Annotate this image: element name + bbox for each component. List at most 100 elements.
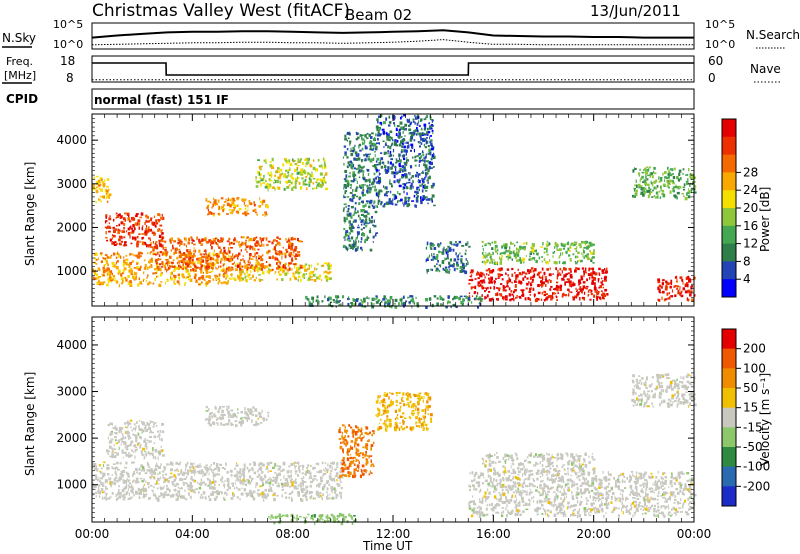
echo-cell [285, 182, 288, 184]
echo-cell [559, 289, 562, 292]
echo-cell [217, 275, 219, 279]
echo-cell [585, 287, 587, 289]
echo-cell [369, 183, 371, 187]
echo-cell [446, 253, 449, 258]
echo-cell [353, 176, 355, 179]
echo-cell [644, 187, 647, 191]
echo-cell [411, 145, 414, 149]
echo-cell [254, 237, 256, 240]
echo-cell [585, 246, 587, 250]
echo-cell [688, 188, 689, 191]
echo-cell [556, 244, 559, 247]
echo-cell [442, 248, 444, 252]
echo-cell [122, 222, 124, 224]
echo-cell [438, 250, 440, 254]
echo-cell [179, 487, 181, 490]
echo-cell [315, 492, 319, 496]
echo-cell [246, 266, 249, 269]
echo-cell [371, 305, 375, 309]
echo-cell [97, 267, 100, 271]
echo-cell [155, 259, 157, 262]
echo-cell [174, 251, 178, 254]
y-tick-label: 3000 [56, 177, 87, 191]
echo-cell [359, 184, 361, 188]
echo-cell [144, 232, 148, 236]
echo-cell [221, 491, 223, 495]
echo-cell [118, 229, 121, 232]
echo-cell [563, 267, 566, 271]
echo-cell [488, 274, 490, 276]
echo-cell [380, 189, 382, 193]
echo-cell [219, 250, 222, 254]
echo-cell [219, 265, 222, 268]
echo-cell [601, 269, 605, 273]
echo-cell [118, 496, 122, 499]
echo-cell [206, 206, 209, 210]
echo-cell [565, 250, 568, 254]
echo-cell [490, 276, 493, 280]
echo-cell [245, 245, 249, 249]
echo-cell [291, 245, 293, 248]
echo-cell [160, 476, 162, 480]
echo-cell [99, 177, 103, 181]
echo-cell [146, 216, 149, 219]
echo-cell [286, 272, 289, 274]
echo-cell [555, 267, 558, 271]
echo-cell [552, 292, 554, 296]
echo-cell [508, 255, 511, 257]
echo-cell [204, 483, 207, 486]
echo-cell [244, 243, 247, 246]
echo-cell [296, 171, 300, 175]
echo-cell [130, 253, 134, 256]
echo-cell [359, 217, 362, 221]
echo-cell [325, 468, 329, 472]
echo-cell [591, 282, 595, 285]
echo-cell [393, 175, 396, 178]
echo-cell [395, 133, 398, 136]
echo-cell [591, 242, 593, 246]
echo-cell [674, 186, 678, 189]
echo-cell [317, 182, 321, 185]
echo-cell [217, 244, 219, 248]
echo-cell [224, 272, 226, 276]
echo-cell [106, 200, 109, 203]
echo-cell [241, 236, 245, 239]
echo-cell [588, 289, 590, 293]
echo-cell [249, 481, 252, 485]
echo-cell [234, 474, 238, 478]
echo-cell [406, 118, 409, 122]
echo-cell [259, 263, 263, 267]
echo-cell [515, 274, 519, 278]
echo-cell [365, 203, 367, 207]
echo-cell [102, 269, 106, 274]
echo-cell [282, 246, 284, 249]
echo-cell [446, 248, 448, 251]
echo-cell [227, 199, 229, 202]
echo-cell [571, 242, 575, 246]
echo-cell [686, 282, 689, 285]
echo-cell [357, 214, 360, 218]
echo-cell [205, 258, 207, 263]
echo-cell [110, 279, 113, 282]
echo-cell [225, 268, 228, 270]
echo-cell [309, 496, 311, 499]
echo-cell [335, 295, 338, 299]
echo-cell [402, 154, 405, 158]
echo-cell [133, 267, 136, 269]
echo-cell [429, 140, 432, 144]
echo-cell [265, 184, 269, 187]
echo-cell [386, 135, 389, 138]
echo-cell [193, 276, 197, 280]
echo-cell [569, 276, 573, 279]
echo-cell [353, 303, 356, 306]
echo-cell [508, 278, 512, 283]
echo-cell [574, 295, 576, 298]
echo-cell [537, 284, 540, 288]
echo-cell [255, 252, 259, 255]
echo-cell [227, 247, 230, 251]
echo-cell [230, 255, 232, 259]
echo-cell [465, 265, 467, 267]
echo-cell [314, 497, 316, 500]
echo-cell [392, 148, 395, 153]
echo-cell [372, 205, 375, 209]
